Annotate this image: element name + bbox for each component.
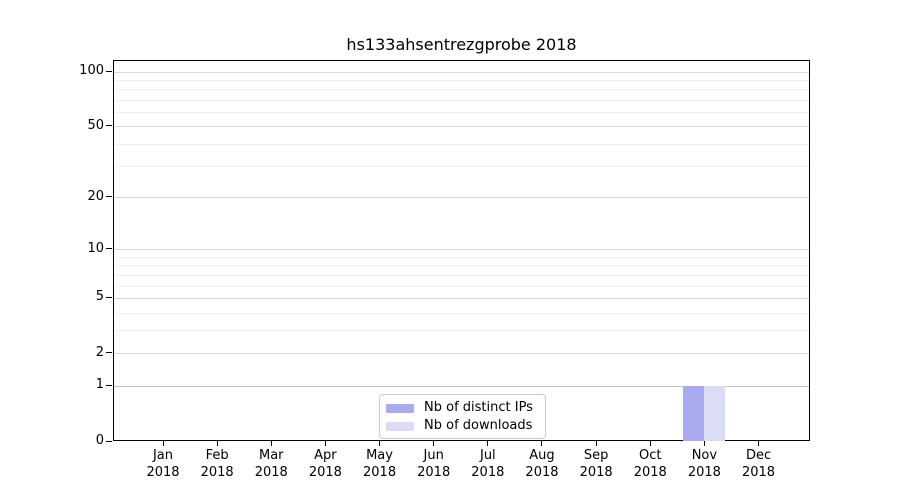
y-tick-label: 1 bbox=[95, 377, 104, 393]
x-tick-label: Oct 2018 bbox=[633, 448, 667, 480]
y-minor-gridline bbox=[114, 285, 809, 287]
x-tick-mark bbox=[541, 440, 543, 446]
legend-label-downloads: Nb of downloads bbox=[424, 418, 533, 433]
legend-item-downloads: Nb of downloads bbox=[386, 417, 545, 435]
y-major-gridline bbox=[114, 126, 809, 128]
y-tick-mark bbox=[106, 70, 112, 72]
y-minor-gridline bbox=[114, 143, 809, 145]
x-tick-mark bbox=[162, 440, 164, 446]
x-tick-mark bbox=[595, 440, 597, 446]
y-minor-gridline bbox=[114, 265, 809, 267]
x-tick-label: Jan 2018 bbox=[146, 448, 180, 480]
y-minor-gridline bbox=[114, 256, 809, 258]
y-major-gridline bbox=[114, 353, 809, 355]
legend-label-distinct-ips: Nb of distinct IPs bbox=[424, 400, 533, 415]
x-tick-label: Aug 2018 bbox=[525, 448, 559, 480]
y-tick-label: 5 bbox=[95, 289, 104, 305]
x-tick-mark bbox=[379, 440, 381, 446]
y-tick-mark bbox=[106, 296, 112, 298]
x-tick-mark bbox=[270, 440, 272, 446]
legend-swatch-downloads-icon bbox=[386, 421, 414, 431]
x-tick-mark bbox=[758, 440, 760, 446]
y-tick-label: 10 bbox=[87, 240, 104, 256]
plot-area: Nb of distinct IPs Nb of downloads bbox=[113, 60, 810, 441]
y-tick-label: 100 bbox=[79, 63, 104, 79]
y-minor-gridline bbox=[114, 99, 809, 101]
y-minor-gridline bbox=[114, 312, 809, 314]
x-tick-mark bbox=[487, 440, 489, 446]
y-major-gridline bbox=[114, 385, 809, 387]
x-tick-label: Dec 2018 bbox=[741, 448, 776, 480]
x-tick-mark bbox=[433, 440, 435, 446]
y-major-gridline bbox=[114, 297, 809, 299]
x-tick-label: Mar 2018 bbox=[254, 448, 288, 480]
y-minor-gridline bbox=[114, 89, 809, 91]
bar-distinct-ips bbox=[683, 386, 705, 441]
x-tick-mark bbox=[703, 440, 705, 446]
x-tick-mark bbox=[649, 440, 651, 446]
y-minor-gridline bbox=[114, 112, 809, 113]
y-tick-mark bbox=[106, 125, 112, 127]
x-tick-label: May 2018 bbox=[363, 448, 397, 480]
y-tick-label: 2 bbox=[95, 344, 104, 360]
x-tick-label: Jun 2018 bbox=[417, 448, 451, 480]
y-minor-gridline bbox=[114, 166, 809, 168]
y-tick-mark bbox=[106, 248, 112, 250]
y-major-gridline bbox=[114, 71, 809, 73]
x-tick-mark bbox=[324, 440, 326, 446]
x-tick-label: Feb 2018 bbox=[200, 448, 234, 480]
y-minor-gridline bbox=[114, 330, 809, 332]
y-tick-label: 0 bbox=[95, 433, 104, 448]
y-tick-mark bbox=[106, 384, 112, 386]
y-minor-gridline bbox=[114, 274, 809, 276]
y-tick-mark bbox=[106, 196, 112, 198]
y-minor-gridline bbox=[114, 79, 809, 81]
y-tick-label: 20 bbox=[87, 188, 104, 204]
x-tick-mark bbox=[216, 440, 218, 446]
x-tick-label: Jul 2018 bbox=[471, 448, 505, 480]
x-tick-label: Sep 2018 bbox=[579, 448, 613, 480]
x-tick-label: Apr 2018 bbox=[308, 448, 342, 480]
bar-downloads bbox=[704, 386, 726, 441]
y-tick-label: 50 bbox=[87, 117, 104, 133]
x-tick-label: Nov 2018 bbox=[687, 448, 721, 480]
y-tick-mark bbox=[106, 440, 112, 442]
y-tick-mark bbox=[106, 352, 112, 354]
y-major-gridline bbox=[114, 197, 809, 199]
legend-item-distinct-ips: Nb of distinct IPs bbox=[386, 399, 545, 417]
chart-title: hs133ahsentrezgprobe 2018 bbox=[346, 35, 577, 54]
legend-swatch-distinct-ips-icon bbox=[386, 403, 414, 413]
y-major-gridline bbox=[114, 249, 809, 251]
legend: Nb of distinct IPs Nb of downloads bbox=[379, 394, 546, 439]
